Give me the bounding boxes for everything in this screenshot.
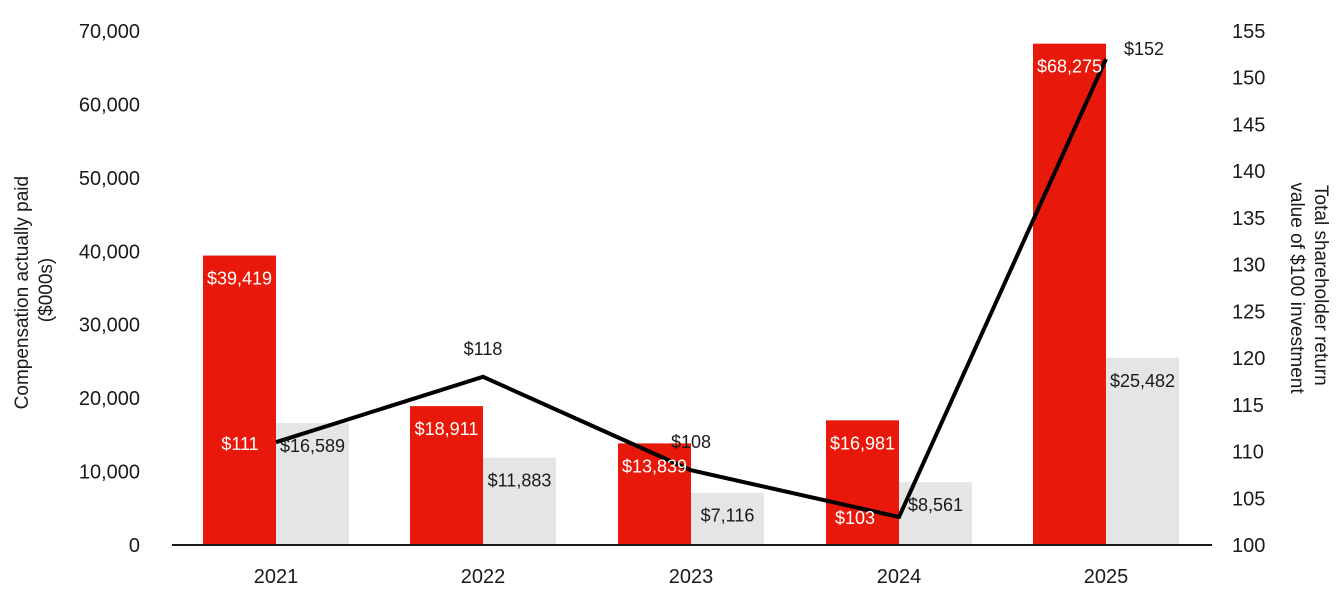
right-axis-title-line2: value of $100 investment	[1286, 182, 1307, 394]
ceo-compensation-bar	[826, 420, 899, 545]
right-tick-label: 125	[1232, 301, 1265, 323]
ceo-bar-value-label: $39,419	[207, 269, 272, 289]
right-tick-label: 120	[1232, 348, 1265, 370]
right-tick-label: 130	[1232, 255, 1265, 277]
tsr-line	[275, 58, 1108, 520]
ceo-bar-value-label: $13,839	[622, 456, 687, 476]
category-labels: 2021 2022 2023 2024 2025	[254, 566, 1129, 588]
right-tick-label: 150	[1232, 68, 1265, 90]
tsr-value-label: $108	[671, 432, 711, 452]
left-tick-label: 10,000	[79, 462, 140, 484]
right-axis-title-line1: Total shareholder return	[1310, 185, 1331, 386]
neo-bar-value-label: $7,116	[701, 506, 755, 526]
neo-compensation-bar	[276, 423, 349, 545]
ceo-bar-value-label: $68,275	[1037, 57, 1102, 77]
left-tick-label: 20,000	[79, 388, 140, 410]
left-tick-label: 0	[129, 535, 140, 557]
left-tick-label: 50,000	[79, 168, 140, 190]
tsr-value-label: $152	[1124, 39, 1164, 59]
bar-data-labels: $39,419 $16,589 $18,911 $11,883 $13,839 $7,11…	[207, 57, 1175, 526]
left-tick-label: 30,000	[79, 315, 140, 337]
left-tick-label: 60,000	[79, 94, 140, 116]
left-axis-title: Compensation actually paid ($000s)	[12, 171, 57, 410]
neo-compensation-bar	[691, 492, 764, 545]
ceo-compensation-bar	[1033, 43, 1106, 545]
neo-bar-value-label: $25,482	[1110, 371, 1175, 391]
category-label: 2023	[669, 566, 714, 588]
right-tick-label: 105	[1232, 488, 1265, 510]
left-axis-title-line2: ($000s)	[36, 258, 57, 322]
neo-compensation-bar	[1106, 357, 1179, 545]
right-tick-label: 140	[1232, 161, 1265, 183]
right-tick-label: 110	[1232, 442, 1264, 464]
ceo-bar-value-label: $16,981	[830, 433, 895, 453]
neo-bar-value-label: $8,561	[908, 495, 963, 515]
right-tick-label: 155	[1232, 21, 1265, 43]
neo-bar-value-label: $11,883	[488, 471, 552, 491]
right-tick-label: 100	[1232, 535, 1265, 557]
ceo-compensation-bar	[618, 443, 691, 545]
ceo-compensation-bar	[203, 255, 276, 545]
right-tick-label: 115	[1232, 395, 1264, 417]
left-tick-label: 40,000	[79, 241, 140, 263]
tsr-value-label: $111	[221, 434, 258, 454]
right-axis-title: Total shareholder return value of $100 i…	[1286, 182, 1331, 394]
ceo-bar-value-label: $18,911	[415, 419, 479, 439]
tsr-value-label: $103	[835, 508, 875, 528]
category-label: 2024	[877, 566, 922, 588]
neo-bar-value-label: $16,589	[280, 436, 345, 456]
tsr-value-label: $118	[464, 339, 503, 359]
category-label: 2021	[254, 566, 299, 588]
right-tick-label: 135	[1232, 208, 1265, 230]
left-axis-title-line1: Compensation actually paid	[12, 176, 33, 409]
bar-series	[203, 43, 1179, 545]
left-axis-ticks: 0 10,000 20,000 30,000 40,000 50,000 60,000 70,…	[79, 21, 140, 557]
right-tick-label: 145	[1232, 114, 1265, 136]
tsr-data-labels: $111 $118 $108 $103 $152	[221, 39, 1164, 528]
ceo-compensation-bar	[410, 406, 483, 545]
neo-compensation-bar	[483, 457, 556, 545]
category-label: 2025	[1084, 566, 1129, 588]
right-axis-ticks: 100 105 110 115 120 125 130 135 140 145 150 155	[1232, 21, 1265, 557]
category-label: 2022	[461, 566, 506, 588]
left-tick-label: 70,000	[79, 21, 140, 43]
